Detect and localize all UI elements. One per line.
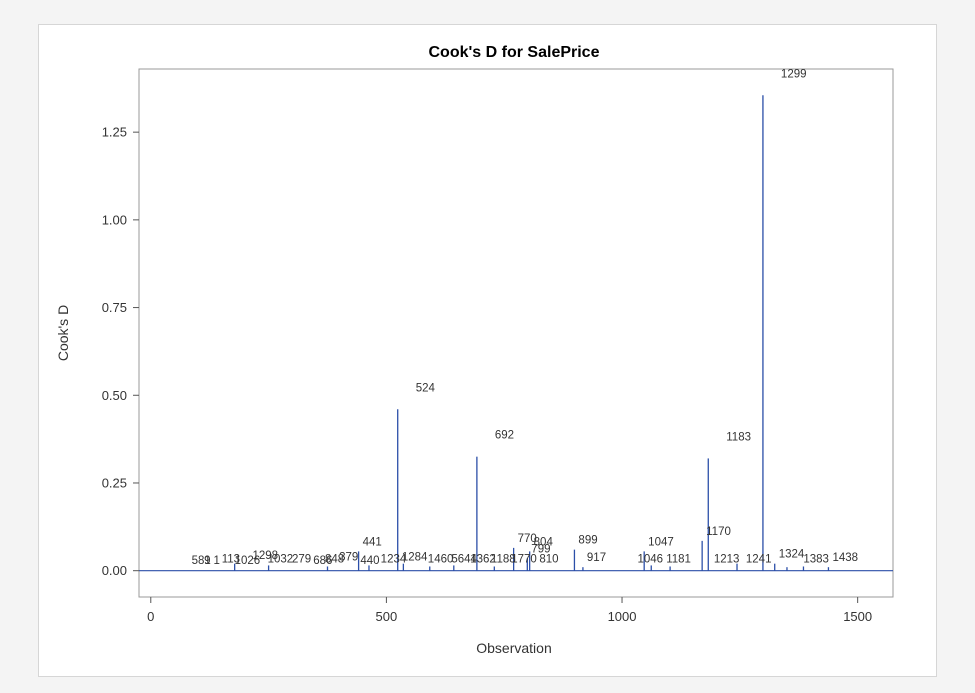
point-label: 1241 [746,553,772,565]
point-label: 770 [518,533,537,545]
point-label: 799 [531,543,550,555]
point-label: 1046 [638,553,664,565]
y-tick-label: 1.25 [102,125,127,140]
point-label: 9 [204,555,210,567]
point-label: 692 [495,430,514,442]
x-axis-label: Observation [476,640,551,656]
point-label: 440 [360,555,379,567]
point-label: 1460 [428,553,454,565]
x-tick-label: 1000 [608,609,637,624]
point-label: 581 [192,555,211,567]
point-label: 848 [325,553,344,565]
point-label: 524 [416,382,436,394]
point-label: 1213 [714,553,740,565]
point-label: 441 [363,536,382,548]
x-tick-label: 500 [376,609,398,624]
point-label: 1234 [381,553,407,565]
point-label: 1181 [666,553,691,565]
point-label: 1170 [706,526,731,538]
point-label: 1770 [511,553,537,565]
point-label: 1026 [235,555,261,567]
point-label: 1438 [832,552,858,564]
point-label: 1324 [779,549,805,561]
point-label: 899 [578,535,597,547]
point-label: 1383 [803,553,829,565]
y-tick-label: 0.00 [102,563,127,578]
point-label: 804 [534,536,554,548]
point-label: 1298 [252,550,278,562]
x-tick-label: 1500 [843,609,872,624]
point-label: 686 [313,555,332,567]
y-tick-label: 0.50 [102,388,127,403]
point-label: 1047 [648,536,674,548]
point-label: 1183 [726,431,751,443]
point-label: 917 [587,552,606,564]
y-axis-label: Cook's D [55,305,71,361]
y-axis: 0.00 0.25 0.50 0.75 1.00 1.25 [102,125,139,578]
x-axis: 0 500 1000 1500 [147,597,872,624]
point-label: 1284 [402,552,428,564]
point-label: 1032 [268,553,294,565]
point-label: 1 [214,555,220,567]
y-tick-label: 1.00 [102,212,127,227]
y-tick-label: 0.75 [102,300,127,315]
point-label: 279 [292,553,311,565]
plot-area [138,68,894,598]
point-label: 113 [222,553,240,565]
y-tick-label: 0.25 [102,475,127,490]
needle-series [234,95,830,571]
point-label: 1188 [491,553,516,565]
point-label: 1299 [781,68,807,80]
point-label: 379 [339,552,358,564]
x-tick-label: 0 [147,609,154,624]
point-label: 810 [539,553,558,565]
chart-title: Cook's D for SalePrice [429,44,600,61]
point-label: 5644 [451,553,477,565]
point-label: 1362 [470,553,496,565]
